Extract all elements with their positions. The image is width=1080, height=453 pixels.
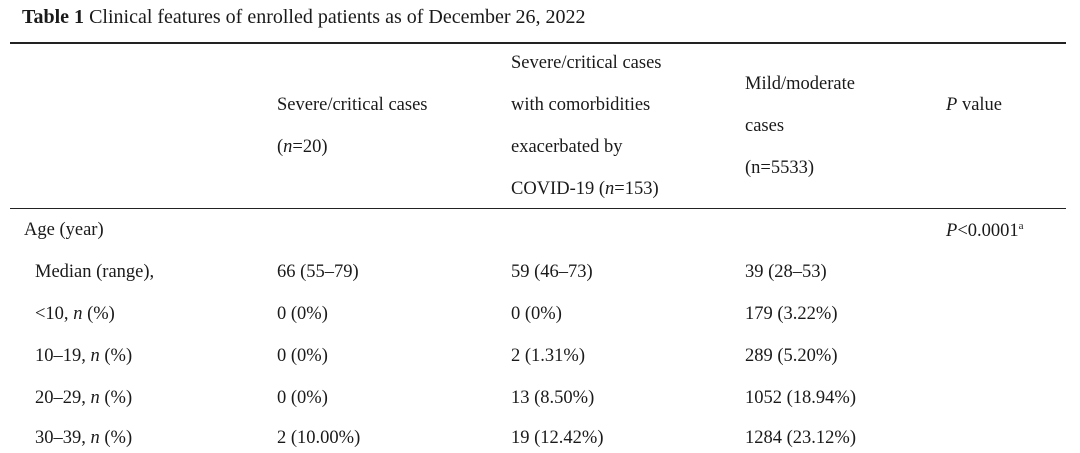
table-caption: Table 1 Clinical features of enrolled pa… (22, 6, 586, 29)
table-cell: 19 (12.42%) (511, 428, 604, 448)
header-line: (n=20) (277, 137, 328, 157)
row-label: 30–39, n (%) (35, 428, 133, 448)
header-line: COVID-19 (n=153) (511, 179, 659, 199)
table-title: Clinical features of enrolled patients a… (84, 6, 586, 28)
table-cell: 2 (10.00%) (277, 428, 361, 448)
row-label: <10, n (%) (35, 304, 115, 324)
header-line: with comorbidities (511, 95, 651, 115)
table-cell: 13 (8.50%) (511, 388, 595, 408)
p-value-footnote: a (1018, 220, 1024, 232)
table-cell: 0 (0%) (511, 304, 562, 324)
row-label: Median (range), (35, 262, 155, 282)
header-severe-comorbidities: Severe/critical cases with comorbidities… (511, 42, 661, 210)
table-cell: 289 (5.20%) (745, 346, 838, 366)
header-line: (n=5533) (745, 158, 815, 178)
header-line: exacerbated by (511, 137, 623, 157)
table-cell: 66 (55–79) (277, 262, 359, 282)
table-cell: 1052 (18.94%) (745, 388, 856, 408)
table-cell: 0 (0%) (277, 346, 328, 366)
section-p-value: P<0.0001a (946, 220, 1024, 242)
header-p-value: P value (946, 84, 1002, 126)
row-label: 20–29, n (%) (35, 388, 133, 408)
table-cell: 179 (3.22%) (745, 304, 838, 324)
p-value-text: P<0.0001 (946, 221, 1019, 241)
table-cell: 59 (46–73) (511, 262, 593, 282)
header-line: Severe/critical cases (511, 53, 662, 73)
header-mild-moderate: Mild/moderate cases (n=5533) (745, 63, 855, 189)
header-line: Severe/critical cases (277, 95, 428, 115)
top-rule (10, 42, 1066, 44)
table-cell: 1284 (23.12%) (745, 428, 856, 448)
header-rule (10, 208, 1066, 209)
header-line: Mild/moderate (745, 74, 855, 94)
table-cell: 39 (28–53) (745, 262, 827, 282)
header-line: P value (946, 95, 1002, 115)
header-line: cases (745, 116, 785, 136)
table-cell: 2 (1.31%) (511, 346, 585, 366)
table-cell: 0 (0%) (277, 304, 328, 324)
header-severe-critical: Severe/critical cases (n=20) (277, 84, 427, 168)
table-cell: 0 (0%) (277, 388, 328, 408)
section-label: Age (year) (24, 220, 104, 240)
table-number: Table 1 (22, 6, 85, 28)
row-label: 10–19, n (%) (35, 346, 133, 366)
